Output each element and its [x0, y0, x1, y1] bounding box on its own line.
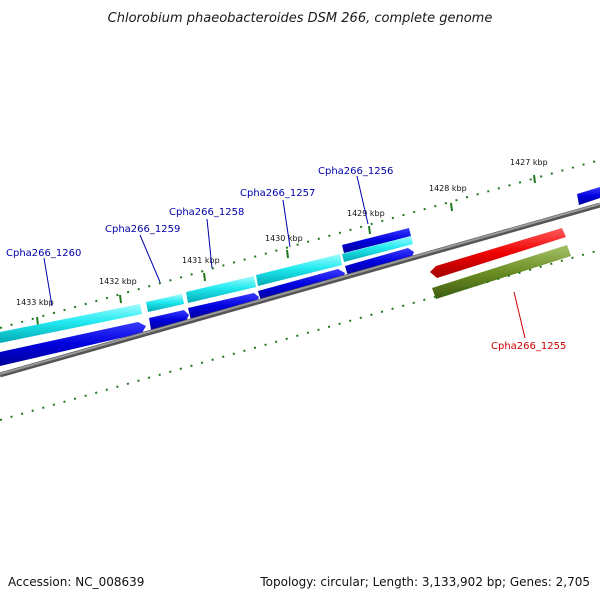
- leader-line: [356, 175, 369, 225]
- leader-line: [513, 291, 526, 339]
- cds-cpha266-1258[interactable]: [186, 276, 256, 303]
- cds-cpha266-1256[interactable]: [342, 236, 413, 262]
- gene-arrow-offscreen[interactable]: [577, 187, 600, 205]
- gene-label-cpha266-1258[interactable]: Cpha266_1258: [169, 207, 244, 218]
- tick-label: 1427 kbp: [510, 158, 548, 167]
- major-tick: [36, 316, 39, 326]
- gene-arrow-cpha266-1255[interactable]: [430, 228, 566, 278]
- major-tick: [450, 202, 453, 212]
- gene-label-cpha266-1256[interactable]: Cpha266_1256: [318, 166, 393, 177]
- cds-cpha266-1259[interactable]: [146, 294, 184, 312]
- leader-line: [139, 234, 161, 283]
- leader-line: [282, 199, 291, 248]
- gene-label-cpha266-1257[interactable]: Cpha266_1257: [240, 188, 315, 199]
- cds-cpha266-1255[interactable]: [432, 245, 571, 299]
- cds-row: [0, 236, 413, 343]
- gene-arrow-cpha266-1258[interactable]: [188, 293, 259, 320]
- gene-arrow-cpha266-1260[interactable]: [0, 322, 146, 366]
- gene-label-cpha266-1260[interactable]: Cpha266_1260: [6, 248, 81, 259]
- major-tick: [533, 174, 536, 184]
- leader-line: [206, 218, 213, 269]
- major-tick: [203, 272, 206, 282]
- genome-summary-text: Topology: circular; Length: 3,133,902 bp…: [259, 575, 590, 589]
- tick-label: 1432 kbp: [99, 277, 137, 286]
- gene-labels: Cpha266_1255 Cpha266_1256 Cpha266_1257 C…: [6, 166, 566, 352]
- tick-label: 1431 kbp: [182, 256, 220, 265]
- gene-arrow-cpha266-1256b[interactable]: [345, 248, 414, 276]
- major-ticks: [36, 174, 536, 326]
- backbone-highlight: [0, 203, 600, 375]
- major-tick: [286, 249, 289, 259]
- major-tick: [119, 294, 122, 304]
- reverse-genes: [430, 228, 571, 299]
- forward-genes: [342, 187, 600, 253]
- tick-label: 1430 kbp: [265, 234, 303, 243]
- forward-genes-lower: [0, 248, 414, 366]
- gene-arrow-cpha266-1256[interactable]: [342, 228, 411, 253]
- leader-line: [43, 257, 53, 307]
- cds-cpha266-1257[interactable]: [256, 254, 342, 286]
- gene-label-cpha266-1259[interactable]: Cpha266_1259: [105, 224, 180, 235]
- tick-label: 1428 kbp: [429, 184, 467, 193]
- major-tick: [368, 225, 371, 235]
- gene-label-cpha266-1255[interactable]: Cpha266_1255: [491, 341, 566, 352]
- gene-arrow-cpha266-1257[interactable]: [258, 269, 345, 301]
- backbone: [0, 202, 600, 378]
- tick-label: 1433 kbp: [16, 298, 54, 307]
- genome-title: Chlorobium phaeobacteroides DSM 266, com…: [108, 11, 493, 26]
- accession-text: Accession: NC_008639: [8, 575, 144, 589]
- gene-arrow-cpha266-1259[interactable]: [149, 310, 189, 330]
- cds-cpha266-1260[interactable]: [0, 304, 142, 343]
